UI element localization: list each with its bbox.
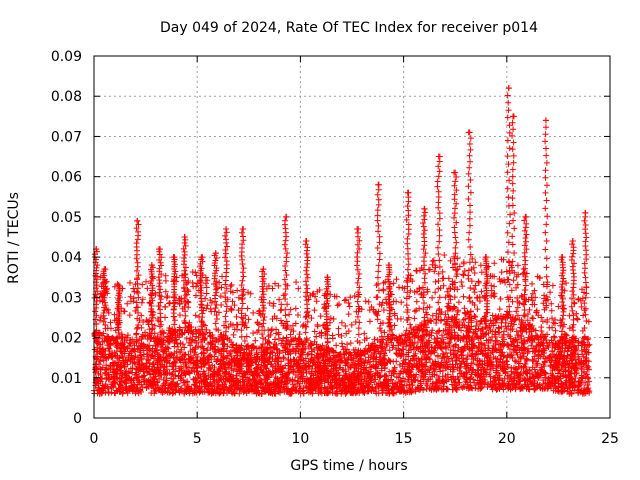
data-point bbox=[172, 372, 179, 379]
data-point bbox=[94, 344, 101, 351]
data-point bbox=[406, 381, 413, 388]
data-point bbox=[322, 376, 329, 383]
data-point bbox=[542, 355, 549, 362]
data-point bbox=[195, 327, 202, 334]
data-point bbox=[561, 347, 568, 354]
data-point bbox=[395, 374, 402, 381]
data-point bbox=[471, 312, 478, 319]
data-point bbox=[400, 351, 407, 358]
data-point bbox=[407, 336, 414, 343]
data-point bbox=[98, 366, 105, 373]
data-point bbox=[211, 353, 218, 360]
data-point bbox=[185, 339, 192, 346]
data-point bbox=[106, 345, 113, 352]
data-point bbox=[148, 389, 155, 396]
data-point bbox=[545, 344, 552, 351]
data-point bbox=[448, 355, 455, 362]
data-point bbox=[504, 361, 511, 368]
data-point bbox=[381, 372, 388, 379]
data-point bbox=[483, 337, 490, 344]
data-point bbox=[439, 367, 446, 374]
data-point bbox=[436, 376, 443, 383]
data-point bbox=[156, 375, 163, 382]
data-point bbox=[176, 368, 183, 375]
chart-title: Day 049 of 2024, Rate Of TEC Index for r… bbox=[160, 20, 538, 36]
data-point bbox=[198, 350, 205, 357]
data-point bbox=[137, 386, 144, 393]
data-point bbox=[199, 349, 206, 356]
data-point bbox=[424, 382, 431, 389]
data-point bbox=[396, 370, 403, 377]
data-point bbox=[442, 343, 449, 350]
data-point bbox=[214, 383, 221, 390]
data-point bbox=[492, 328, 499, 335]
data-point bbox=[519, 384, 526, 391]
data-point bbox=[486, 371, 493, 378]
data-point bbox=[136, 349, 143, 356]
data-point bbox=[479, 350, 486, 357]
data-point bbox=[529, 356, 536, 363]
data-point bbox=[435, 328, 442, 335]
data-point bbox=[416, 358, 423, 365]
data-point bbox=[243, 346, 250, 353]
data-point bbox=[475, 362, 482, 369]
data-point bbox=[187, 342, 194, 349]
data-point bbox=[414, 339, 421, 346]
data-point bbox=[440, 339, 447, 346]
data-point bbox=[482, 324, 489, 331]
data-point bbox=[271, 336, 278, 343]
data-point bbox=[145, 357, 152, 364]
data-point bbox=[197, 363, 204, 370]
data-point bbox=[399, 363, 406, 370]
data-point bbox=[528, 381, 535, 388]
data-point bbox=[176, 357, 183, 364]
data-point bbox=[572, 374, 579, 381]
data-point bbox=[454, 348, 461, 355]
data-point bbox=[458, 327, 465, 334]
data-point bbox=[454, 308, 461, 315]
data-point bbox=[431, 335, 438, 342]
data-point bbox=[279, 337, 286, 344]
data-point bbox=[480, 333, 487, 340]
data-point bbox=[391, 364, 398, 371]
data-point bbox=[513, 358, 520, 365]
data-point bbox=[472, 313, 479, 320]
data-point bbox=[438, 309, 445, 316]
data-point bbox=[449, 368, 456, 375]
data-point bbox=[405, 353, 412, 360]
data-point bbox=[97, 365, 104, 372]
data-points bbox=[91, 85, 593, 397]
data-point bbox=[497, 383, 504, 390]
data-point bbox=[525, 385, 532, 392]
